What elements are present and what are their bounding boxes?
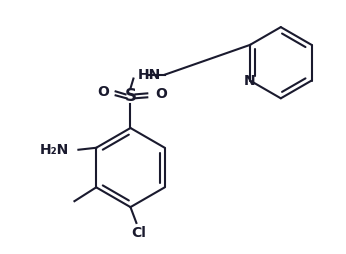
Text: O: O xyxy=(97,85,109,99)
Text: Cl: Cl xyxy=(131,226,146,240)
Text: O: O xyxy=(155,87,167,101)
Text: S: S xyxy=(125,87,136,105)
Text: N: N xyxy=(244,73,256,88)
Text: H₂N: H₂N xyxy=(39,143,69,157)
Text: HN: HN xyxy=(137,68,161,82)
